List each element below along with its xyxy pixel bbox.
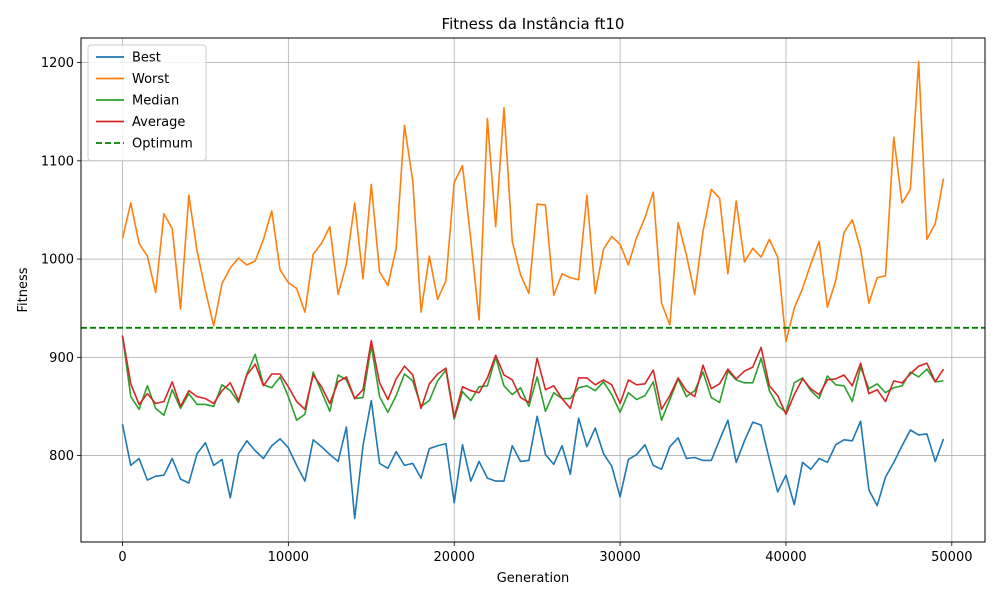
- x-axis-title: Generation: [497, 571, 570, 586]
- legend: Best Worst Median Average Optimum: [87, 44, 207, 161]
- legend-label-worst: Worst: [132, 72, 169, 87]
- x-tick-label: 0: [118, 550, 126, 565]
- grid: [81, 38, 985, 542]
- plot-area: [81, 60, 985, 520]
- x-tick-label: 20000: [434, 550, 475, 565]
- series-line-average: [121, 335, 945, 419]
- x-tick-label: 30000: [599, 550, 640, 565]
- legend-label-optimum: Optimum: [132, 137, 193, 152]
- legend-label-median: Median: [132, 94, 179, 109]
- y-tick-label: 800: [49, 449, 74, 464]
- legend-label-best: Best: [132, 51, 161, 66]
- x-tick-label: 10000: [268, 550, 309, 565]
- axis-ticks: 0 10000 20000 30000 40000 50000 800 900 1000 1100…: [41, 56, 973, 565]
- chart-title: Fitness da Instância ft10: [442, 15, 625, 33]
- legend-box: [87, 44, 207, 161]
- y-tick-label: 1100: [41, 154, 74, 169]
- x-tick-label: 50000: [931, 550, 972, 565]
- x-tick-label: 40000: [765, 550, 806, 565]
- series-line-worst: [121, 60, 945, 343]
- legend-label-average: Average: [132, 115, 185, 130]
- y-axis-title: Fitness: [16, 267, 31, 312]
- y-tick-label: 900: [49, 351, 74, 366]
- axes-frame: [80, 37, 986, 543]
- y-tick-label: 1000: [41, 253, 74, 268]
- y-tick-label: 1200: [41, 56, 74, 71]
- series-line-best: [121, 399, 945, 520]
